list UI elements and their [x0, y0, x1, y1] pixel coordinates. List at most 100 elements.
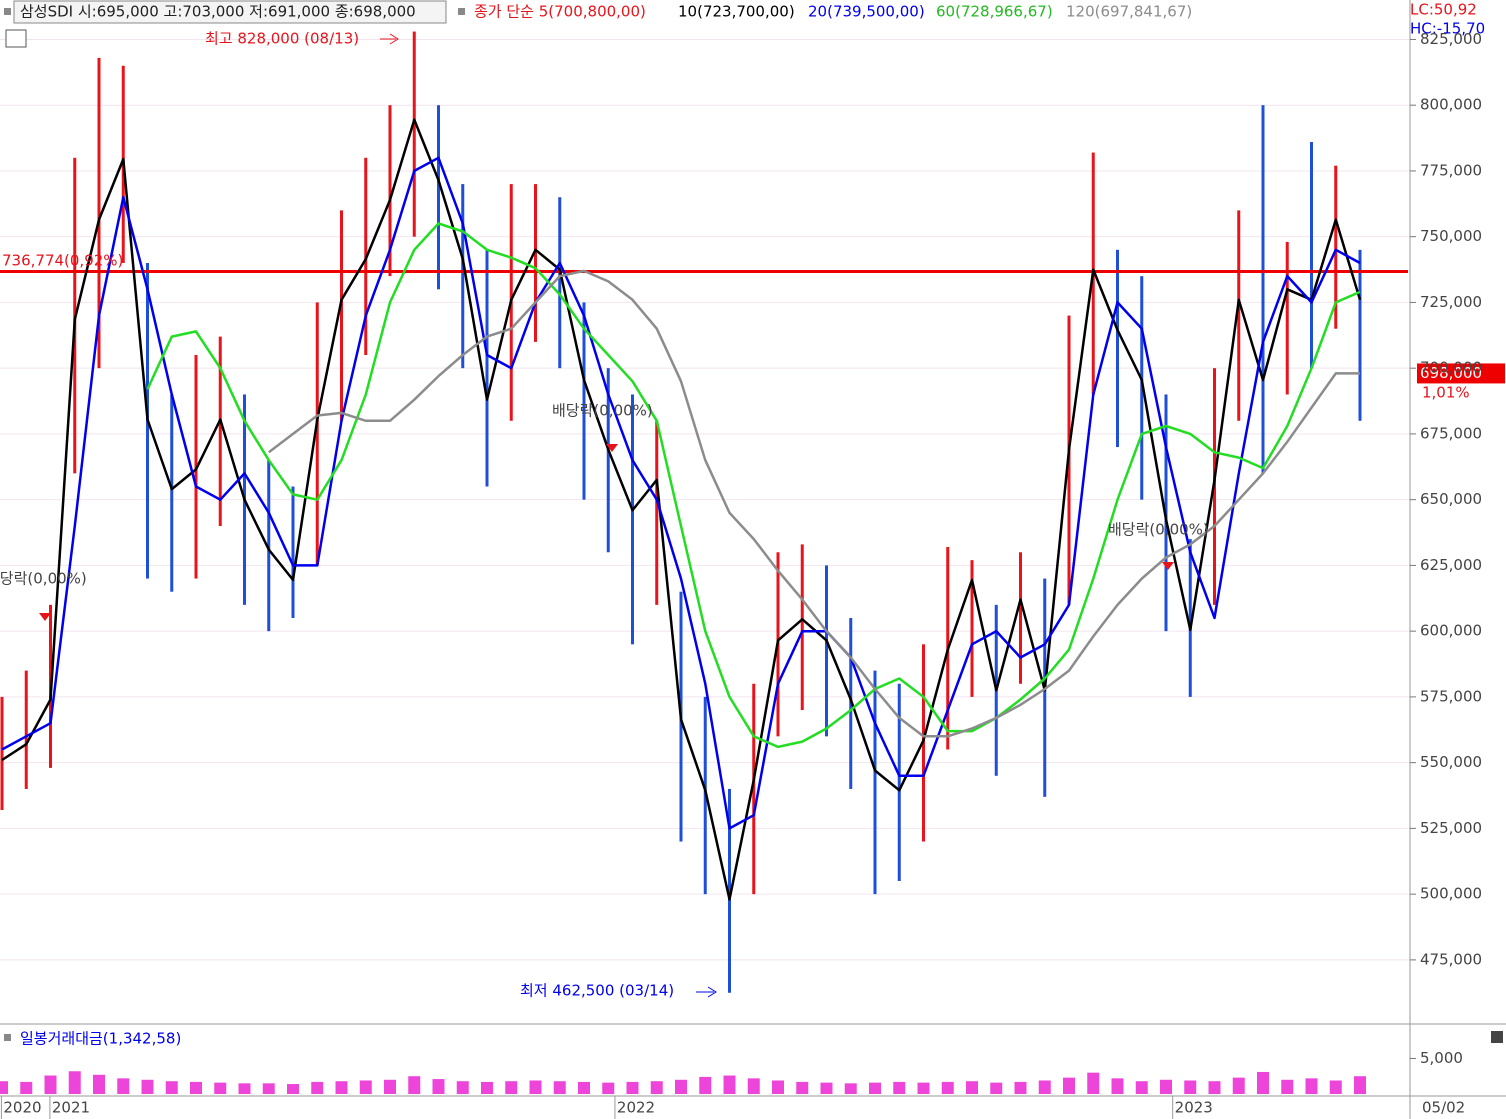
x-tick-label: 2020: [3, 1099, 41, 1117]
y-tick-label: 625,000: [1420, 556, 1482, 574]
low-annotation: 최저 462,500 (03/14): [520, 982, 674, 1000]
candle-wick: [558, 197, 562, 369]
candle-wick: [170, 394, 174, 592]
candle-wick: [873, 670, 877, 895]
dividend-marker: [1162, 562, 1174, 570]
y-tick-label: 650,000: [1420, 490, 1482, 508]
date-label: 05/02: [1422, 1099, 1465, 1117]
volume-bar: [675, 1079, 687, 1094]
hc: HC:-15,70: [1410, 20, 1485, 38]
candle-wick: [970, 560, 974, 697]
y-tick-label: 575,000: [1420, 687, 1482, 705]
arrow: [696, 986, 717, 998]
volume-bar: [1305, 1078, 1318, 1094]
dividend-label: 배당락(0,00%): [1108, 521, 1209, 539]
y-tick-label: 800,000: [1420, 96, 1482, 114]
legend-ma120: 120(697,841,67): [1066, 3, 1192, 21]
volume-bar: [165, 1081, 178, 1094]
volume-bar: [723, 1075, 736, 1094]
table-icon[interactable]: [5, 29, 27, 48]
ma-line: [1, 156, 1361, 830]
volume-bar: [529, 1080, 542, 1094]
volume-bar: [917, 1082, 930, 1094]
y-tick-label: 700,000: [1420, 359, 1482, 377]
volume-bar: [941, 1081, 954, 1094]
candle-wick: [0, 696, 4, 810]
ma-line: [1, 118, 1362, 901]
candle-wick: [1285, 241, 1289, 395]
volume-bar: [747, 1078, 760, 1094]
candle-wick: [582, 302, 586, 500]
ma-line: [146, 222, 1361, 749]
volume-bar: [335, 1081, 348, 1094]
candle-wick: [631, 394, 634, 645]
volume-bar: [287, 1084, 299, 1094]
volume-bar: [238, 1083, 251, 1094]
candle-wick: [267, 460, 271, 632]
volume-bar: [602, 1082, 615, 1094]
y-tick-label: 475,000: [1420, 950, 1482, 968]
candle-wick: [825, 565, 828, 737]
volume-bar: [141, 1079, 154, 1094]
y-tick-label: 725,000: [1420, 293, 1482, 311]
volume-bar: [772, 1080, 784, 1094]
candle-wick: [1019, 552, 1022, 684]
candle-wick: [1310, 142, 1313, 369]
candle-wick: [437, 105, 440, 290]
dividend-marker: [606, 444, 618, 452]
candle-wick: [606, 368, 610, 553]
volume-tick-label: 5,000: [1420, 1049, 1463, 1067]
volume-bar: [1063, 1077, 1075, 1094]
dividend-marker: [39, 613, 51, 621]
legend-ma5: 종가 단순 5(700,800,00): [474, 3, 646, 21]
volume-bar: [626, 1081, 639, 1094]
y-tick-label: 600,000: [1420, 622, 1482, 640]
plot: [0, 31, 1410, 1094]
legend-ma20: 20(739,500,00): [808, 3, 925, 21]
candle-wick: [218, 336, 222, 526]
volume-bar: [214, 1082, 227, 1094]
volume-bar: [1135, 1081, 1148, 1094]
candle-wick: [1188, 539, 1192, 697]
candle-wick: [849, 618, 853, 789]
y-tick-label: 825,000: [1420, 30, 1482, 48]
volume-bar: [1184, 1080, 1197, 1094]
candle-wick: [388, 105, 392, 277]
volume-bar: [311, 1081, 324, 1094]
line-label: 736,774(0,92%): [2, 252, 123, 270]
volume-bar: [262, 1083, 275, 1094]
legend-ma60: 60(728,966,67): [936, 3, 1053, 21]
volume-bar: [1014, 1081, 1027, 1094]
dividend-label: 배당락(0,00%): [552, 402, 653, 420]
last-price-box: [1417, 363, 1505, 384]
candle-wick: [485, 249, 489, 487]
bullet: [4, 8, 11, 15]
volume-bar: [893, 1081, 906, 1094]
volume-bar: [844, 1083, 857, 1094]
legend-ma10: 10(723,700,00): [678, 3, 795, 21]
volume-bar: [1087, 1072, 1100, 1094]
volume-bar: [432, 1079, 445, 1094]
volume-bar: [869, 1082, 881, 1094]
candle-wick: [412, 31, 416, 237]
volume-bar: [990, 1082, 1003, 1094]
candle-wick: [1261, 105, 1265, 474]
candle-wick: [1237, 210, 1241, 421]
candle-wick: [655, 420, 659, 605]
candle-wick: [340, 210, 343, 421]
candle-wick: [728, 788, 731, 993]
high-annotation: 최고 828,000 (08/13): [205, 30, 359, 48]
candle-wick: [800, 544, 804, 711]
arrow: [380, 33, 399, 45]
volume-bar: [408, 1076, 421, 1094]
volume-bar: [1257, 1071, 1269, 1094]
candle-wick: [97, 57, 101, 369]
volume-bar: [1038, 1080, 1051, 1094]
y-tick-label: 550,000: [1420, 753, 1482, 771]
volume-bar: [481, 1081, 493, 1094]
volume-bar: [1160, 1079, 1172, 1094]
dividend-label: 배당락(0,00%): [0, 570, 87, 588]
volume-bar: [650, 1081, 663, 1094]
close-icon[interactable]: [1491, 1031, 1503, 1043]
